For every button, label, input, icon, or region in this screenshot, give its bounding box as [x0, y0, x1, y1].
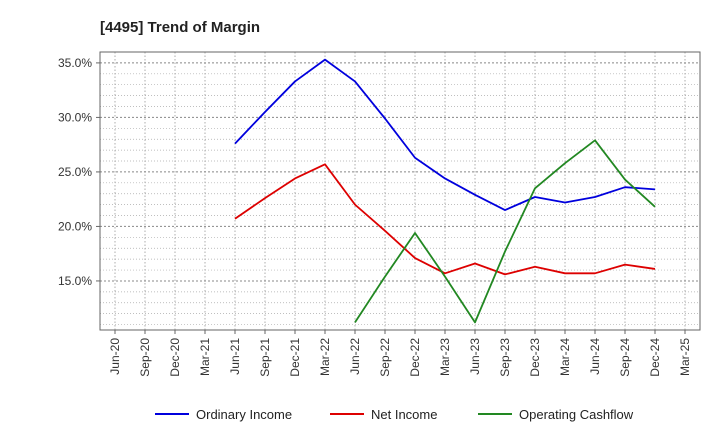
x-tick-label: Sep-21: [258, 338, 272, 377]
chart-title: [4495] Trend of Margin: [100, 19, 260, 36]
legend-label-ordinary-income: Ordinary Income: [196, 407, 292, 422]
grid-layer: [100, 51, 700, 330]
legend: Ordinary Income Net Income Operating Cashf…: [155, 407, 634, 422]
x-tick-label: Mar-25: [678, 338, 692, 376]
x-tick-label: Dec-21: [288, 338, 302, 377]
x-tick-label: Sep-24: [618, 338, 632, 377]
y-tick-label: 15.0%: [58, 274, 92, 288]
x-tick-label: Dec-24: [648, 338, 662, 377]
x-tick-label: Jun-20: [108, 338, 122, 375]
series-layer: [234, 58, 656, 324]
x-tick-label: Jun-24: [588, 338, 602, 375]
x-axis-ticks: Jun-20 Sep-20 Dec-20 Mar-21 Jun-21 Sep-21 Dec-…: [108, 330, 692, 377]
x-tick-label: Sep-22: [378, 338, 392, 377]
y-tick-label: 25.0%: [58, 165, 92, 179]
x-tick-label: Mar-23: [438, 338, 452, 376]
y-tick-label: 30.0%: [58, 110, 92, 124]
series-line-net-income: [234, 163, 656, 276]
x-tick-label: Jun-23: [468, 338, 482, 375]
plot-frame: [99, 51, 701, 331]
x-tick-label: Dec-23: [528, 338, 542, 377]
legend-label-operating-cashflow: Operating Cashflow: [519, 407, 634, 422]
x-tick-label: Mar-21: [198, 338, 212, 376]
y-tick-label: 20.0%: [58, 219, 92, 233]
legend-label-net-income: Net Income: [371, 407, 437, 422]
x-tick-label: Sep-23: [498, 338, 512, 377]
x-tick-label: Dec-22: [408, 338, 422, 377]
series-line-ordinary-income: [234, 58, 656, 211]
x-tick-label: Mar-24: [558, 338, 572, 376]
x-tick-label: Jun-22: [348, 338, 362, 375]
y-tick-label: 35.0%: [58, 56, 92, 70]
x-tick-label: Dec-20: [168, 338, 182, 377]
x-tick-label: Jun-21: [228, 338, 242, 375]
x-tick-label: Sep-20: [138, 338, 152, 377]
y-axis-ticks: 15.0% 20.0% 25.0% 30.0% 35.0%: [58, 56, 100, 288]
x-tick-label: Mar-22: [318, 338, 332, 376]
